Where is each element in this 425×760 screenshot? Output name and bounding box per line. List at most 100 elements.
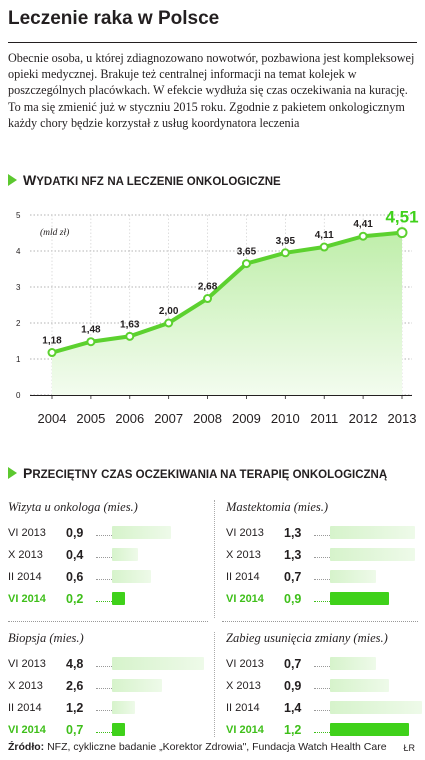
bar-category-label: II 2014 [8, 702, 42, 714]
data-label: 2,68 [198, 282, 218, 293]
leader-dots [314, 601, 330, 602]
panel-biopsja: Biopsja (mies.) VI 2013 4,8 X 2013 2,6 II 201… [8, 631, 204, 741]
y-tick-label: 4 [16, 247, 21, 256]
y-tick-label: 2 [16, 319, 21, 328]
bar [112, 723, 126, 736]
bar-row: VI 2014 0,2 [8, 588, 203, 610]
data-label: 4,51 [385, 208, 418, 227]
section-waiting-heading: Przeciętny czas oczekiwania na terapię o… [8, 465, 387, 481]
bar-value-label: 4,8 [66, 657, 84, 671]
bar-category-label: VI 2013 [226, 527, 264, 539]
data-point [86, 337, 96, 347]
leader-dots [314, 579, 330, 580]
bar-row: VI 2014 0,7 [8, 719, 203, 741]
intro-paragraph: Obecnie osoba, u której zdiagnozowano no… [8, 51, 415, 130]
bar-category-label: VI 2013 [226, 658, 264, 670]
bar-value-label: 1,2 [66, 701, 84, 715]
y-tick-label: 5 [16, 211, 21, 220]
bar-value-label: 0,2 [66, 592, 84, 606]
leader-dots [96, 535, 112, 536]
data-point [319, 242, 329, 252]
bar [330, 526, 416, 539]
bar [330, 592, 390, 605]
leader-dots [96, 688, 112, 689]
data-point [280, 248, 290, 258]
title-divider [8, 42, 417, 43]
section2-tail: czas oczekiwania na terapię onkologiczną [101, 469, 388, 481]
bar [112, 548, 139, 561]
x-tick-label: 2007 [154, 411, 183, 426]
x-tick-label: 2008 [193, 411, 222, 426]
bar-row: VI 2013 1,3 [226, 522, 421, 544]
bar-value-label: 0,4 [66, 548, 84, 562]
bar-value-label: 1,4 [284, 701, 302, 715]
bar-value-label: 0,9 [284, 679, 302, 693]
leader-dots [96, 732, 112, 733]
data-point [125, 331, 135, 341]
bar [112, 657, 204, 670]
bar [112, 701, 135, 714]
leader-dots [96, 710, 112, 711]
section1-tail: na leczenie onkologiczne [107, 176, 281, 188]
bar-category-label: II 2014 [8, 571, 42, 583]
data-label: 1,18 [42, 336, 62, 347]
section2-initial: P [23, 465, 33, 481]
panel-divider-top [214, 500, 215, 618]
x-tick-label: 2009 [232, 411, 261, 426]
y-tick-label: 0 [16, 391, 21, 400]
panel-title: Mastektomia (mies.) [226, 500, 329, 514]
source-label: Źródło: [8, 741, 45, 753]
bar-row: II 2014 1,2 [8, 697, 203, 719]
bar-category-label: VI 2014 [8, 724, 46, 736]
section2-rest: rzeciętny [32, 469, 98, 481]
bar-category-label: VI 2014 [226, 724, 264, 736]
bar [330, 548, 416, 561]
bar [330, 679, 390, 692]
area-fill [52, 232, 402, 395]
section1-rest: ydatki NFZ [36, 176, 104, 188]
bar-row: II 2014 0,6 [8, 566, 203, 588]
leader-dots [314, 732, 330, 733]
data-point [241, 259, 251, 269]
bar [330, 723, 409, 736]
bar-value-label: 1,3 [284, 526, 302, 540]
bar-value-label: 0,6 [66, 570, 84, 584]
bar [112, 679, 162, 692]
leader-dots [314, 688, 330, 689]
y-tick-label: 3 [16, 283, 21, 292]
bar-value-label: 2,6 [66, 679, 84, 693]
bar-category-label: VI 2014 [8, 593, 46, 605]
expenditure-line-chart: 0 1 2 3 4 5 (mld zł) 1,18 1,48 1,63 2,00 2,68 3,65 3,… [16, 208, 419, 426]
triangle-bullet-icon [8, 467, 17, 479]
section-expenditure-heading: Wydatki NFZ na leczenie onkologiczne [8, 172, 281, 188]
panel-mastektomia: Mastektomia (mies.) VI 2013 1,3 X 2013 1,3 II… [226, 500, 421, 610]
bar-category-label: II 2014 [226, 571, 260, 583]
bar-row: VI 2014 1,2 [226, 719, 421, 741]
bar-value-label: 1,2 [284, 723, 302, 737]
series-line [50, 230, 404, 355]
bar-value-label: 0,9 [66, 526, 84, 540]
bar-value-label: 0,9 [284, 592, 302, 606]
data-label: 1,48 [81, 325, 101, 336]
bar-category-label: VI 2013 [8, 527, 46, 539]
x-tick-label: 2005 [76, 411, 105, 426]
leader-dots [314, 557, 330, 558]
data-point [47, 348, 57, 358]
panel-divider-bottom [214, 632, 215, 737]
data-label: 4,11 [315, 230, 334, 241]
panel-title: Zabieg usunięcia zmiany (mies.) [226, 631, 388, 645]
bar-category-label: VI 2014 [226, 593, 264, 605]
data-label: 4,41 [353, 219, 373, 230]
bar [112, 570, 152, 583]
x-tick-label: 2013 [388, 411, 417, 426]
bar-value-label: 0,7 [284, 570, 302, 584]
bar-row: X 2013 1,3 [226, 544, 421, 566]
data-point [164, 318, 174, 328]
bar-value-label: 0,7 [284, 657, 302, 671]
bar [112, 592, 126, 605]
data-label: 3,95 [276, 236, 296, 247]
leader-dots [96, 666, 112, 667]
bar-row: VI 2014 0,9 [226, 588, 421, 610]
leader-dots [96, 601, 112, 602]
bar-category-label: X 2013 [226, 549, 261, 561]
